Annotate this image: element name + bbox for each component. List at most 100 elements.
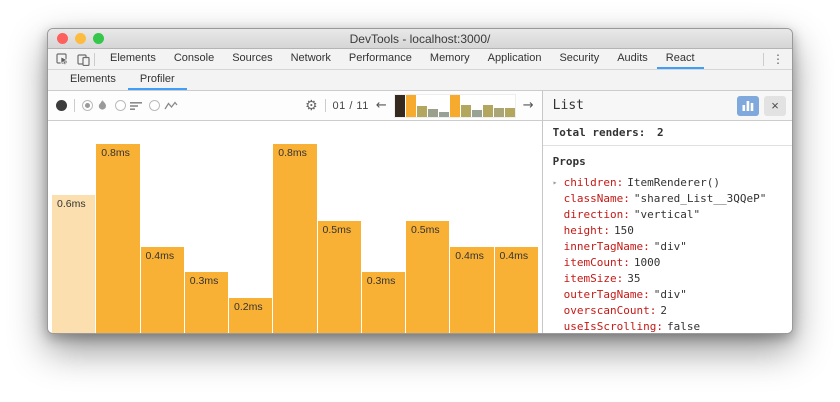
prop-key: height: (563, 223, 611, 237)
tab-audits[interactable]: Audits (617, 52, 648, 64)
prop-row-outerTagName: outerTagName: "div" (553, 286, 782, 302)
profiler-toolbar: ⚙ 01 / 11 ← → (48, 91, 542, 121)
commit-strip-bar-2[interactable] (405, 94, 416, 117)
render-bar-11[interactable]: 0.4ms (494, 247, 538, 333)
view-option-ranked[interactable] (115, 100, 142, 111)
prop-value: "shared_List__3QQeP" (633, 191, 767, 205)
expand-arrow-icon[interactable]: ▸ (552, 177, 558, 187)
divider (94, 52, 95, 66)
interactions-radio[interactable] (149, 100, 160, 111)
props-heading: Props (552, 155, 586, 168)
devtools-tab-bar: Elements Console Sources Network Performance… (48, 49, 792, 70)
render-bar-duration-label: 0.4ms (455, 250, 484, 262)
render-bar-6[interactable]: 0.8ms (273, 144, 317, 333)
render-bar-3[interactable]: 0.4ms (140, 247, 184, 333)
subtab-elements[interactable]: Elements (70, 73, 116, 85)
selected-component-name: List (552, 98, 584, 113)
render-bar-duration-label: 0.2ms (234, 301, 263, 313)
commit-strip-bar-11[interactable] (504, 107, 515, 117)
render-bar-10[interactable]: 0.4ms (450, 247, 494, 333)
divider (74, 99, 75, 112)
render-bar-1[interactable]: 0.6ms (52, 195, 96, 333)
prop-key: children: (563, 175, 624, 189)
prop-value: 1000 (633, 255, 661, 269)
tab-react[interactable]: React (656, 49, 704, 69)
device-toolbar-icon[interactable] (77, 53, 90, 66)
prop-value: 150 (614, 223, 634, 237)
window-title: DevTools - localhost:3000/ (349, 31, 491, 46)
commit-strip-bar-9[interactable] (482, 104, 493, 117)
commit-strip-bar-5[interactable] (438, 111, 449, 117)
render-bar-duration-label: 0.5ms (322, 224, 352, 236)
settings-gear-icon[interactable]: ⚙ (304, 97, 318, 114)
commit-strip-bar-1[interactable] (394, 94, 405, 117)
details-panel-header: List × (542, 91, 792, 121)
view-option-interactions[interactable] (149, 100, 178, 111)
view-option-flamegraph[interactable] (82, 99, 108, 112)
prop-row-overscanCount: overscanCount: 2 (553, 302, 782, 318)
title-bar[interactable]: DevTools - localhost:3000/ (48, 29, 792, 49)
tab-sources[interactable]: Sources (232, 52, 273, 64)
interactions-chart-icon (164, 100, 178, 111)
prop-key: itemSize: (563, 271, 624, 285)
flamegraph-radio[interactable] (82, 100, 93, 111)
prop-row-children[interactable]: ▸ children: ItemRenderer() (553, 174, 782, 190)
commit-strip-bar-6[interactable] (449, 94, 460, 117)
inspect-element-icon[interactable] (56, 52, 69, 66)
commit-selector-strip[interactable] (393, 93, 516, 118)
subtab-profiler[interactable]: Profiler (127, 70, 187, 90)
commit-strip-bar-7[interactable] (460, 104, 471, 117)
prop-value: 35 (627, 271, 641, 285)
tab-elements[interactable]: Elements (110, 52, 156, 64)
prop-value: 2 (660, 303, 668, 317)
prop-value: ItemRenderer() (627, 175, 720, 189)
devtools-window: DevTools - localhost:3000/ Elements Conso… (47, 28, 793, 334)
prop-row-className: className: "shared_List__3QQeP" (553, 190, 782, 206)
commit-strip-bar-8[interactable] (471, 109, 482, 117)
tab-security[interactable]: Security (559, 52, 600, 64)
zoom-window-icon[interactable] (93, 33, 104, 44)
next-commit-icon[interactable]: → (522, 98, 534, 113)
render-bar-2[interactable]: 0.8ms (96, 144, 140, 333)
prop-key: direction: (563, 207, 630, 221)
tab-application[interactable]: Application (487, 52, 542, 64)
previous-commit-icon[interactable]: ← (375, 98, 387, 113)
prop-value: false (667, 319, 701, 333)
prop-row-useIsScrolling: useIsScrolling: false (553, 318, 782, 333)
close-window-icon[interactable] (57, 33, 68, 44)
divider (324, 99, 326, 112)
component-details-panel: List × Total renders: 2 Props ▸ children:… (541, 91, 792, 333)
render-bar-9[interactable]: 0.5ms (406, 221, 450, 333)
tab-memory[interactable]: Memory (429, 52, 470, 64)
close-details-icon[interactable]: × (764, 95, 786, 116)
tab-performance[interactable]: Performance (348, 52, 412, 64)
prop-row-innerTagName: innerTagName: "div" (553, 238, 782, 254)
minimize-window-icon[interactable] (75, 33, 86, 44)
react-devtools-tab-strip: Elements Profiler (48, 70, 792, 91)
commit-strip-bar-4[interactable] (427, 108, 438, 117)
render-bar-duration-label: 0.6ms (57, 198, 86, 210)
commit-strip-bar-3[interactable] (416, 105, 427, 117)
render-bar-duration-label: 0.3ms (189, 275, 219, 287)
ranked-chart-icon (130, 101, 142, 111)
commit-counter: 01 / 11 (332, 99, 369, 112)
render-bar-duration-label: 0.4ms (499, 250, 529, 262)
prop-value: "div" (653, 287, 687, 301)
render-bar-5[interactable]: 0.2ms (229, 298, 273, 333)
traffic-lights (57, 33, 104, 44)
render-bar-7[interactable]: 0.5ms (317, 221, 361, 333)
prop-key: innerTagName: (563, 239, 650, 253)
tab-console[interactable]: Console (173, 52, 215, 64)
render-bar-4[interactable]: 0.3ms (184, 272, 228, 333)
record-icon[interactable] (56, 100, 67, 111)
ranked-radio[interactable] (115, 100, 126, 111)
render-bar-8[interactable]: 0.3ms (361, 272, 405, 333)
render-bar-duration-label: 0.3ms (366, 275, 396, 287)
flame-icon (97, 99, 108, 112)
render-bar-duration-label: 0.8ms (278, 147, 307, 159)
view-renders-chart-button[interactable] (737, 95, 759, 116)
more-options-icon[interactable]: ⋮ (772, 52, 784, 66)
tab-network[interactable]: Network (290, 52, 331, 64)
commit-strip-bar-10[interactable] (493, 107, 504, 117)
prop-value: "vertical" (633, 207, 701, 221)
